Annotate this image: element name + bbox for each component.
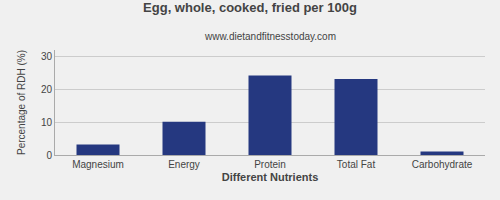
svg-text:Different Nutrients: Different Nutrients <box>222 171 319 183</box>
svg-text:www.dietandfitnesstoday.com: www.dietandfitnesstoday.com <box>204 31 336 42</box>
svg-text:Magnesium: Magnesium <box>72 159 124 170</box>
svg-text:Energy: Energy <box>168 159 200 170</box>
svg-text:10: 10 <box>41 117 53 128</box>
svg-text:Percentage of RDH (%): Percentage of RDH (%) <box>16 50 27 155</box>
svg-text:Total Fat: Total Fat <box>337 159 376 170</box>
svg-text:Protein: Protein <box>254 159 286 170</box>
svg-text:20: 20 <box>41 84 53 95</box>
svg-text:Carbohydrate: Carbohydrate <box>412 159 473 170</box>
svg-text:0: 0 <box>46 150 52 161</box>
svg-text:Egg, whole, cooked, fried per: Egg, whole, cooked, fried per 100g <box>143 0 357 15</box>
svg-text:30: 30 <box>41 51 53 62</box>
